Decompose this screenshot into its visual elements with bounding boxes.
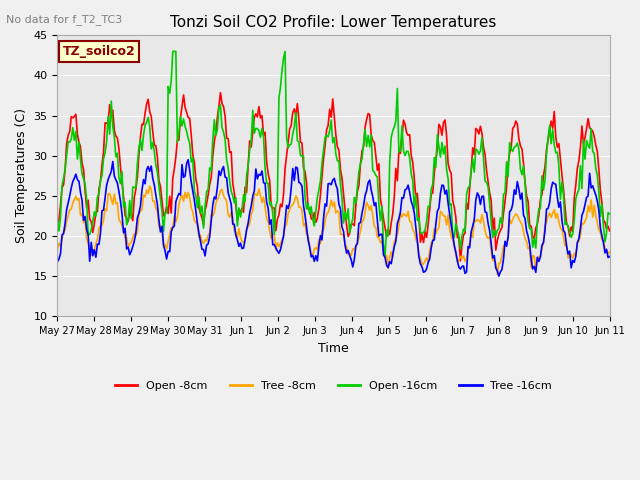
Text: TZ_soilco2: TZ_soilco2	[63, 45, 136, 58]
Legend: Open -8cm, Tree -8cm, Open -16cm, Tree -16cm: Open -8cm, Tree -8cm, Open -16cm, Tree -…	[110, 376, 557, 395]
Y-axis label: Soil Temperatures (C): Soil Temperatures (C)	[15, 108, 28, 243]
Text: No data for f_T2_TC3: No data for f_T2_TC3	[6, 14, 123, 25]
X-axis label: Time: Time	[318, 342, 349, 355]
Title: Tonzi Soil CO2 Profile: Lower Temperatures: Tonzi Soil CO2 Profile: Lower Temperatur…	[170, 15, 497, 30]
